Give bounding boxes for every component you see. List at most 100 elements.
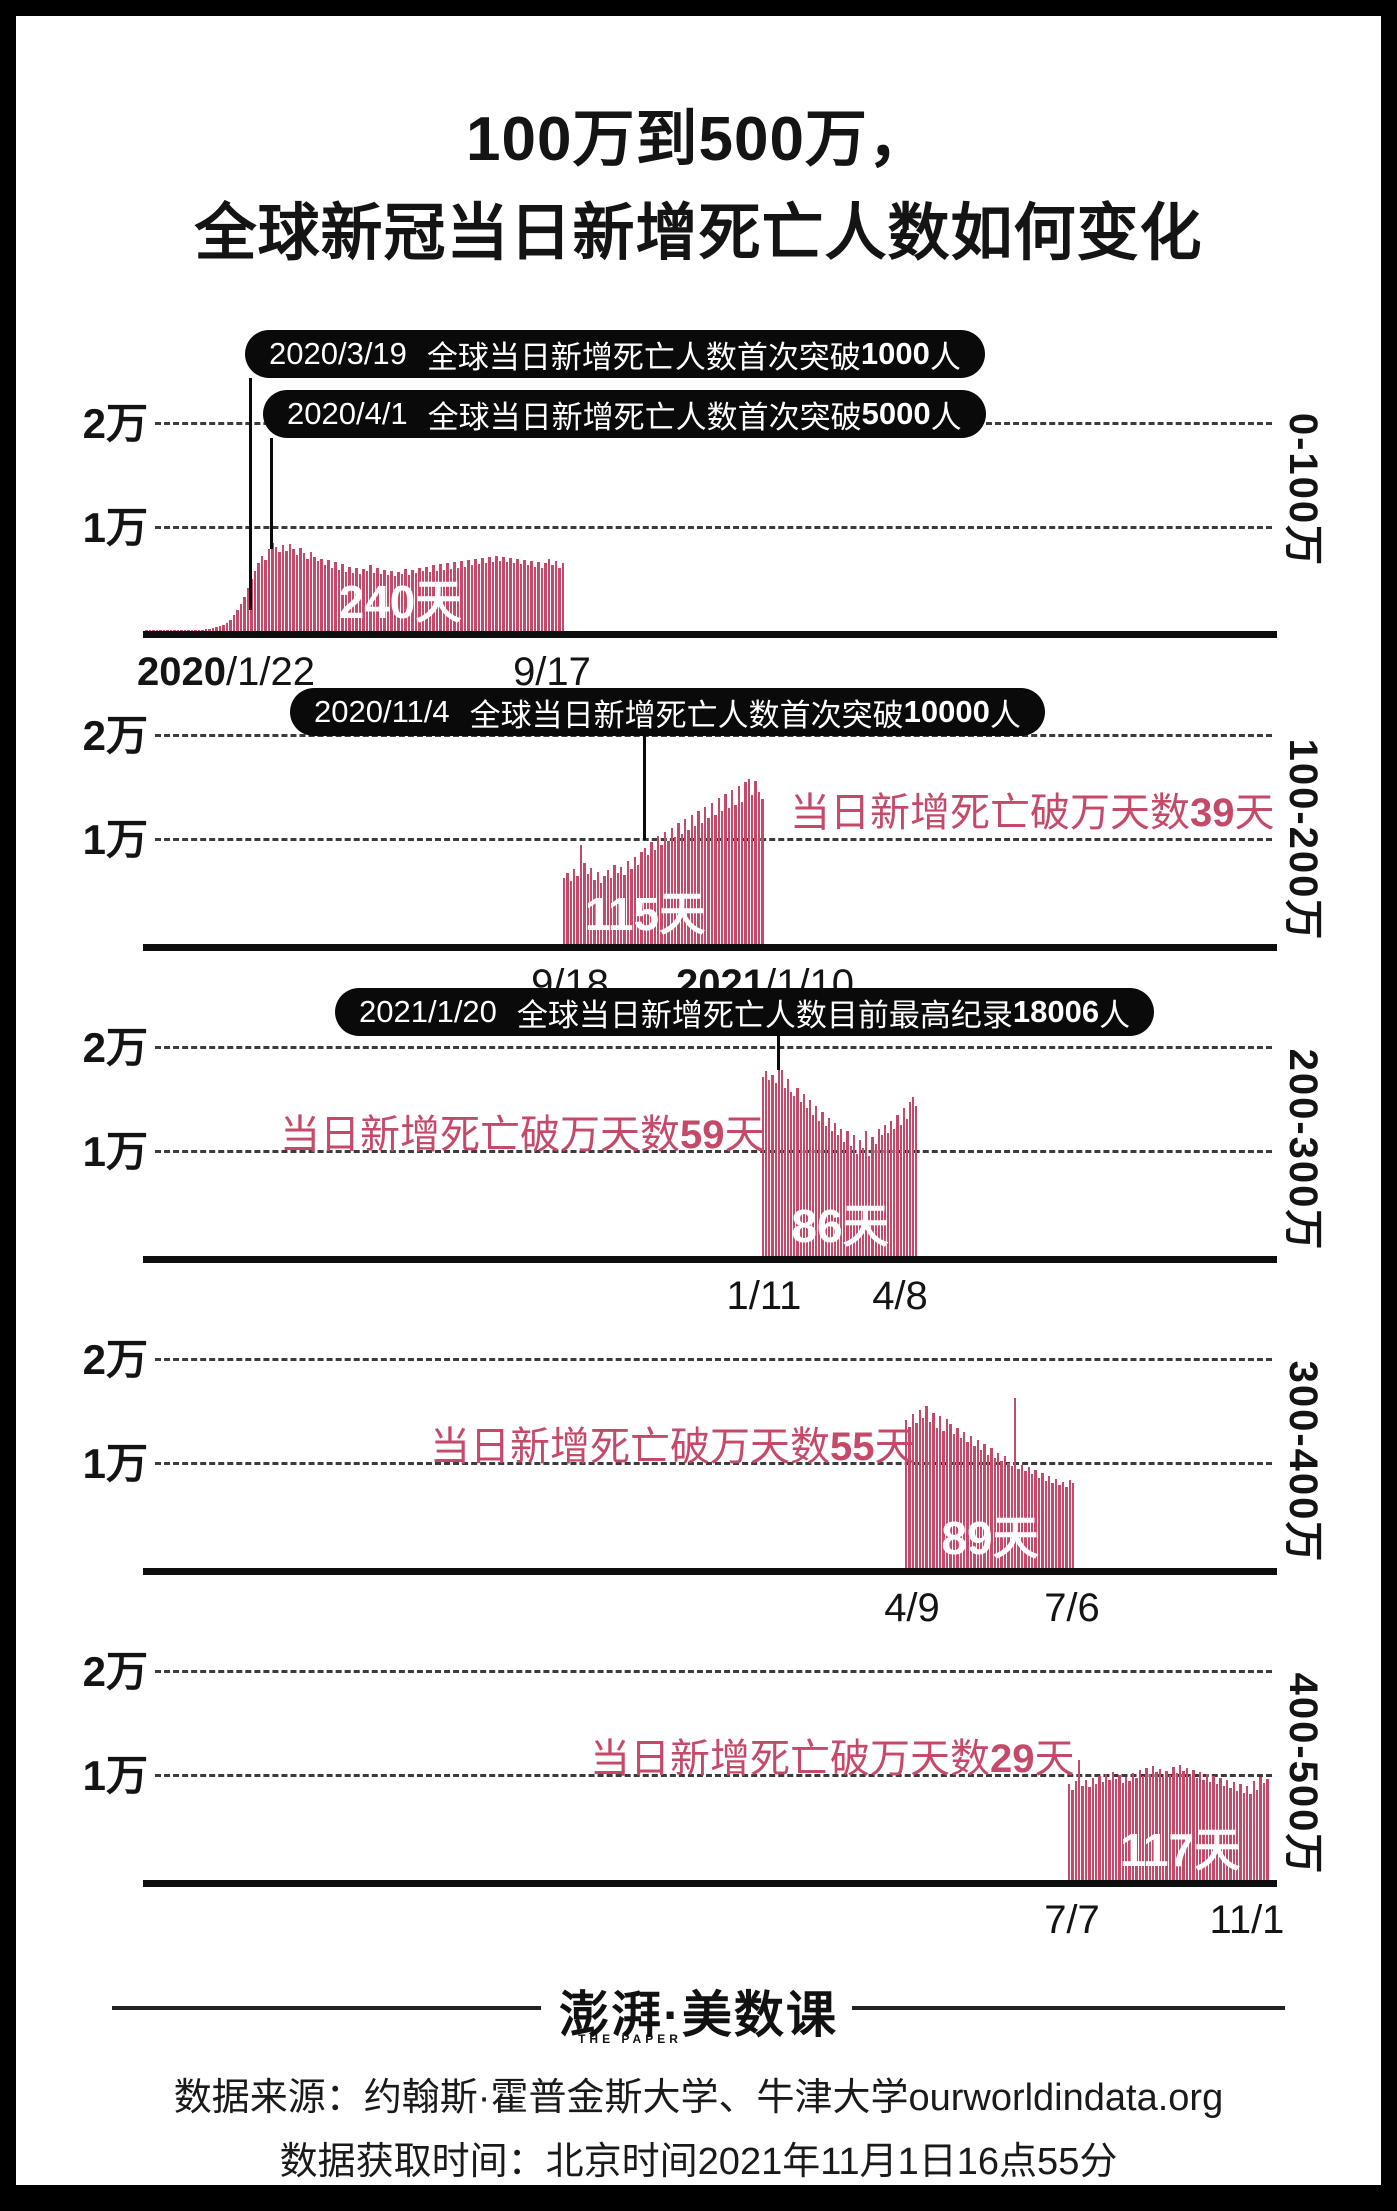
bar [232, 615, 235, 631]
gridline-10k [155, 838, 1272, 841]
bar [780, 1070, 783, 1256]
bar [169, 630, 172, 631]
bar [908, 1427, 911, 1568]
bar [1000, 1461, 1003, 1568]
bar [610, 878, 613, 944]
bar-series [1068, 1660, 1270, 1880]
annotation-connector-line [643, 736, 646, 840]
bar [730, 790, 734, 944]
bar [969, 1436, 973, 1568]
bar [341, 564, 344, 631]
x-tick-date: 1/11 [726, 1274, 802, 1318]
bar [302, 553, 305, 631]
bar [1229, 1788, 1232, 1880]
bar [498, 561, 501, 631]
bar [620, 867, 623, 944]
bar [372, 573, 375, 631]
y-tick-2w: 2万 [82, 1648, 148, 1695]
bar [680, 834, 683, 944]
bar [197, 630, 200, 631]
bar [1239, 1784, 1242, 1880]
bar [741, 802, 744, 944]
duration-label: 89天 [941, 1512, 1039, 1564]
page-title-line2: 全球新冠当日新增死亡人数如何变化 [194, 199, 1203, 268]
bar [643, 848, 646, 944]
bar [774, 1083, 777, 1256]
bar [908, 1102, 911, 1256]
bar [1108, 1780, 1111, 1880]
bar [747, 779, 751, 944]
bar [246, 588, 249, 631]
bar [218, 626, 221, 631]
bar [1188, 1776, 1192, 1880]
bar [306, 559, 309, 631]
bar [484, 563, 487, 631]
bar [1041, 1473, 1044, 1568]
bar [159, 630, 162, 631]
bar [1246, 1786, 1249, 1880]
bar [411, 570, 414, 631]
bar [460, 561, 463, 631]
bar [523, 560, 526, 631]
x-tick-year: 2020 [137, 650, 226, 694]
x-tick-start: 1/11 [714, 1274, 814, 1318]
range-label-400-500w: 400-500万 [1281, 1672, 1325, 1876]
bar [239, 604, 242, 631]
bar [586, 874, 589, 944]
bar [390, 571, 393, 631]
bar [677, 823, 680, 944]
bar [155, 630, 158, 631]
bar [868, 1156, 871, 1256]
bar [547, 559, 550, 631]
bar [1158, 1769, 1162, 1880]
bar [558, 568, 561, 631]
x-tick-date: /1/22 [225, 650, 315, 694]
bar [959, 1438, 962, 1568]
x-tick-start: 4/9 [862, 1586, 962, 1630]
over-10k-note: 当日新增死亡破万天数29天 [590, 1737, 1075, 1781]
bar [1014, 1398, 1017, 1568]
duration-label: 115天 [584, 888, 706, 940]
bar [653, 850, 657, 944]
bar [1007, 1463, 1010, 1568]
x-tick-date: 7/7 [1044, 1898, 1100, 1942]
bar [1128, 1781, 1131, 1880]
bar [1222, 1786, 1225, 1880]
bar [815, 1106, 818, 1256]
bar [966, 1442, 969, 1568]
page-title-line1: 100万到500万， [466, 105, 931, 174]
bar [281, 545, 284, 631]
bar [663, 832, 667, 944]
bar [526, 565, 529, 631]
bar [717, 798, 720, 944]
bar [183, 630, 186, 631]
bar-series [145, 411, 565, 631]
bar [640, 852, 643, 944]
over-10k-note: 当日新增死亡破万天数59天 [280, 1113, 765, 1157]
x-axis-line [143, 1880, 1277, 1887]
bar [754, 781, 757, 944]
bar [1068, 1480, 1071, 1568]
bar [148, 630, 151, 631]
bar [734, 805, 737, 944]
bar [540, 568, 543, 631]
gridline-10k [155, 1150, 1272, 1153]
bar [1065, 1487, 1068, 1568]
bar [1138, 1770, 1141, 1880]
bar [690, 815, 694, 944]
bar [1104, 1774, 1108, 1880]
bar [407, 575, 410, 631]
bar [912, 1097, 915, 1256]
bar [694, 826, 697, 944]
bar [425, 567, 428, 631]
x-axis-line [143, 1568, 1277, 1575]
bar [593, 880, 596, 944]
annotation-number: 10000 [903, 694, 990, 729]
gridline-20k [155, 1358, 1272, 1361]
bar [477, 564, 480, 631]
bar [771, 1075, 774, 1256]
bar [365, 571, 368, 631]
bar [883, 1125, 886, 1256]
gridline-10k [155, 526, 1272, 529]
bar [1003, 1456, 1007, 1568]
